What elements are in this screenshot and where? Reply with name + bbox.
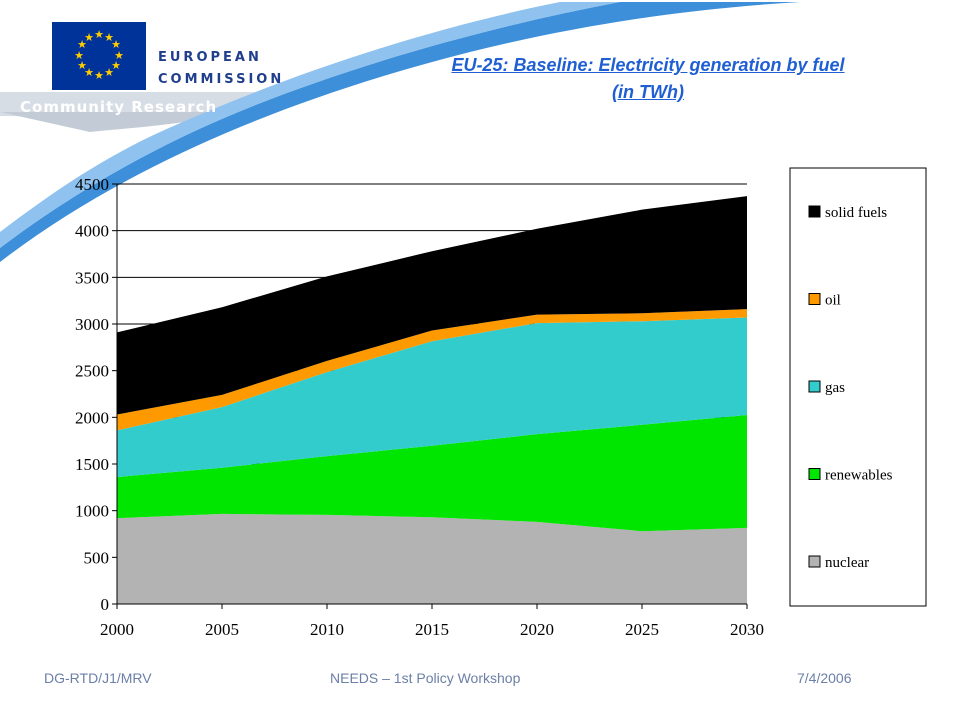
eu-stars-icon: ★ ★★ ★★★ ★★★ ★★★ bbox=[74, 28, 124, 82]
x-tick-label: 2025 bbox=[625, 620, 659, 639]
y-tick-label: 4000 bbox=[75, 222, 109, 241]
x-tick-label: 2030 bbox=[730, 620, 764, 639]
title-line-2: (in TWh) bbox=[612, 82, 684, 102]
svg-text:★: ★ bbox=[104, 31, 114, 44]
svg-text:★: ★ bbox=[104, 66, 114, 79]
svg-text:★: ★ bbox=[94, 28, 104, 41]
area-gas bbox=[117, 317, 747, 478]
area-solid-fuels bbox=[117, 196, 747, 415]
svg-text:★: ★ bbox=[74, 49, 84, 62]
footer-date: 7/4/2006 bbox=[797, 670, 852, 686]
y-axis-ticks: 0 500 1000 1500 2000 2500 3000 3500 4000 4500 bbox=[75, 175, 117, 614]
title-line-1: EU-25: Baseline: Electricity generation … bbox=[451, 55, 845, 75]
footer-department: DG-RTD/J1/MRV bbox=[44, 670, 152, 686]
legend-label-gas: gas bbox=[825, 380, 845, 396]
area-oil bbox=[117, 309, 747, 431]
legend-label-renewables: renewables bbox=[825, 468, 893, 484]
svg-text:★: ★ bbox=[77, 38, 87, 51]
footer-event: NEEDS – 1st Policy Workshop bbox=[330, 670, 521, 686]
svg-text:★: ★ bbox=[84, 31, 94, 44]
svg-text:★: ★ bbox=[111, 38, 121, 51]
svg-text:★: ★ bbox=[114, 49, 124, 62]
page-title: EU-25: Baseline: Electricity generation … bbox=[370, 52, 926, 106]
y-tick-label: 3500 bbox=[75, 268, 109, 287]
community-research-label: Community Research bbox=[20, 98, 218, 116]
area-renewables bbox=[117, 415, 747, 532]
svg-text:★: ★ bbox=[77, 59, 87, 72]
y-tick-label: 500 bbox=[84, 548, 110, 567]
legend-swatch-nuclear bbox=[808, 555, 821, 568]
logo-text-commission: COMMISSION bbox=[158, 72, 285, 87]
legend-label-oil: oil bbox=[825, 293, 841, 309]
y-tick-label: 2000 bbox=[75, 408, 109, 427]
svg-text:★: ★ bbox=[111, 59, 121, 72]
legend-swatch-oil bbox=[808, 293, 821, 305]
x-tick-label: 2020 bbox=[520, 620, 554, 639]
y-tick-label: 1500 bbox=[75, 455, 109, 474]
eu-flag-logo: ★ ★ ★ ★ ★ ★ ★ ★ ★ ★ ★ ★ bbox=[52, 22, 146, 90]
svg-text:★: ★ bbox=[94, 69, 104, 82]
y-tick-label: 2500 bbox=[75, 362, 109, 381]
x-axis-ticks: 2000 2005 2010 2015 2020 2025 2030 bbox=[100, 604, 764, 639]
legend: solid fuels oil gas renewables nuclear bbox=[808, 205, 893, 571]
y-tick-label: 4500 bbox=[75, 175, 109, 194]
y-tick-label: 3000 bbox=[75, 315, 109, 334]
legend-swatch-gas bbox=[808, 380, 821, 393]
x-tick-label: 2005 bbox=[205, 620, 239, 639]
legend-swatch-renewables bbox=[808, 468, 821, 480]
legend-swatch-solid-fuels bbox=[808, 205, 821, 218]
y-tick-label: 0 bbox=[101, 595, 110, 614]
area-nuclear bbox=[117, 513, 747, 604]
svg-text:★: ★ bbox=[84, 66, 94, 79]
x-tick-label: 2015 bbox=[415, 620, 449, 639]
x-tick-label: 2010 bbox=[310, 620, 344, 639]
legend-label-nuclear: nuclear bbox=[825, 555, 869, 571]
y-tick-label: 1000 bbox=[75, 502, 109, 521]
legend-label-solid-fuels: solid fuels bbox=[825, 205, 887, 221]
logo-text-european: EUROPEAN bbox=[158, 50, 262, 65]
x-tick-label: 2000 bbox=[100, 620, 134, 639]
area-series bbox=[117, 196, 747, 604]
